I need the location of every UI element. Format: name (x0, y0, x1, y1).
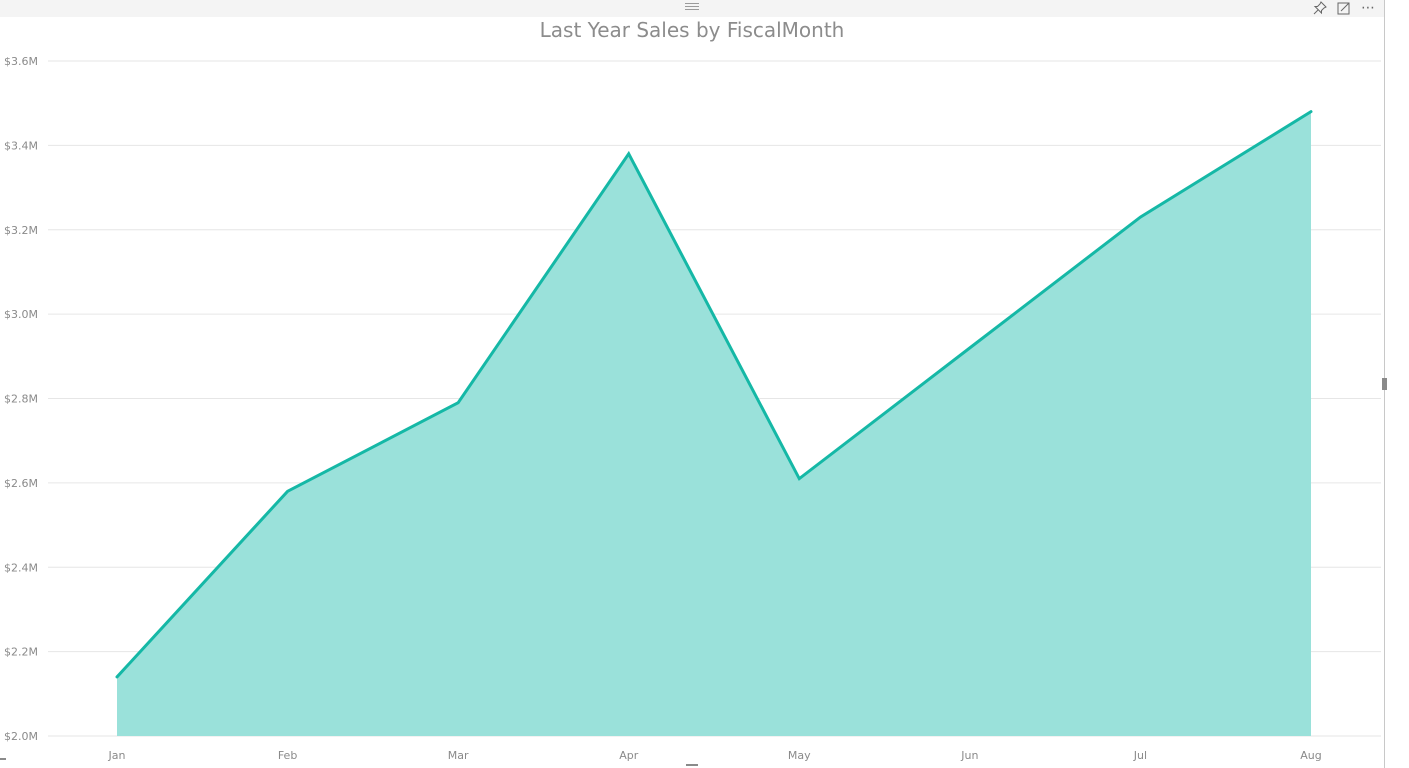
data-point-feb[interactable] (282, 485, 294, 497)
data-point-may[interactable] (793, 473, 805, 485)
area-series (117, 111, 1311, 736)
x-tick-label: Feb (278, 749, 297, 762)
x-tick-label: May (788, 749, 811, 762)
y-tick-label: $2.6M (4, 477, 38, 490)
pin-icon[interactable] (1312, 0, 1328, 16)
y-tick-label: $2.8M (4, 393, 38, 406)
data-point-jan[interactable] (111, 671, 123, 683)
x-axis: Jan Feb Mar Apr May Jun Jul Aug (108, 749, 1322, 762)
data-point-apr[interactable] (623, 148, 635, 160)
area-fill (117, 111, 1311, 736)
x-tick-label: Jun (960, 749, 978, 762)
x-tick-label: Jul (1133, 749, 1147, 762)
x-tick-label: Jan (108, 749, 126, 762)
y-tick-label: $3.2M (4, 224, 38, 237)
y-tick-label: $3.6M (4, 55, 38, 68)
resize-handle-bottom-left[interactable] (0, 758, 6, 760)
visual-header-icons: ⋯ (1312, 0, 1384, 16)
y-tick-label: $3.4M (4, 139, 38, 152)
data-point-aug[interactable] (1305, 106, 1317, 118)
line-series (111, 106, 1317, 683)
x-tick-label: Aug (1300, 749, 1321, 762)
x-tick-label: Apr (619, 749, 639, 762)
y-tick-label: $2.0M (4, 730, 38, 743)
y-tick-label: $2.2M (4, 646, 38, 659)
resize-handle-bottom-center[interactable] (686, 764, 698, 766)
data-point-jul[interactable] (1134, 211, 1146, 223)
data-point-jun[interactable] (964, 342, 976, 354)
visual-header-bar: ⋯ (0, 0, 1384, 17)
y-tick-label: $3.0M (4, 308, 38, 321)
y-axis: $2.0M $2.2M $2.4M $2.6M $2.8M $3.0M $3.2M $3.4M… (4, 55, 38, 743)
data-point-mar[interactable] (452, 397, 464, 409)
series-line[interactable] (115, 110, 1313, 679)
more-options-icon[interactable]: ⋯ (1361, 0, 1375, 16)
focus-mode-icon[interactable] (1336, 0, 1352, 16)
x-tick-label: Mar (448, 749, 469, 762)
y-tick-label: $2.4M (4, 561, 38, 574)
resize-handle-right[interactable] (1382, 378, 1387, 390)
chart-title: Last Year Sales by FiscalMonth (539, 18, 845, 42)
drag-handle-icon[interactable] (684, 2, 700, 10)
